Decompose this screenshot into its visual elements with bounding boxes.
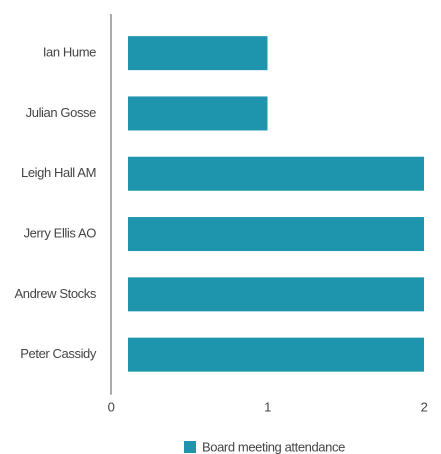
legend-label: Board meeting attendance [202, 439, 345, 454]
y-tick-label: Ian Hume [43, 45, 96, 60]
bar [128, 156, 424, 191]
bar [128, 337, 424, 372]
bar [128, 217, 424, 252]
x-tick-label: 2 [421, 399, 428, 414]
x-tick-label: 0 [108, 399, 115, 414]
legend-swatch [184, 441, 196, 453]
y-tick-label: Peter Cassidy [20, 346, 97, 361]
y-tick-label: Andrew Stocks [14, 286, 96, 301]
y-tick-label: Leigh Hall AM [21, 165, 96, 180]
bar [128, 36, 268, 71]
y-tick-label: Julian Gosse [26, 105, 97, 120]
bar [128, 277, 424, 312]
x-tick-label: 1 [264, 399, 271, 414]
y-tick-label: Jerry Ellis AO [24, 225, 97, 240]
bar [128, 96, 268, 131]
